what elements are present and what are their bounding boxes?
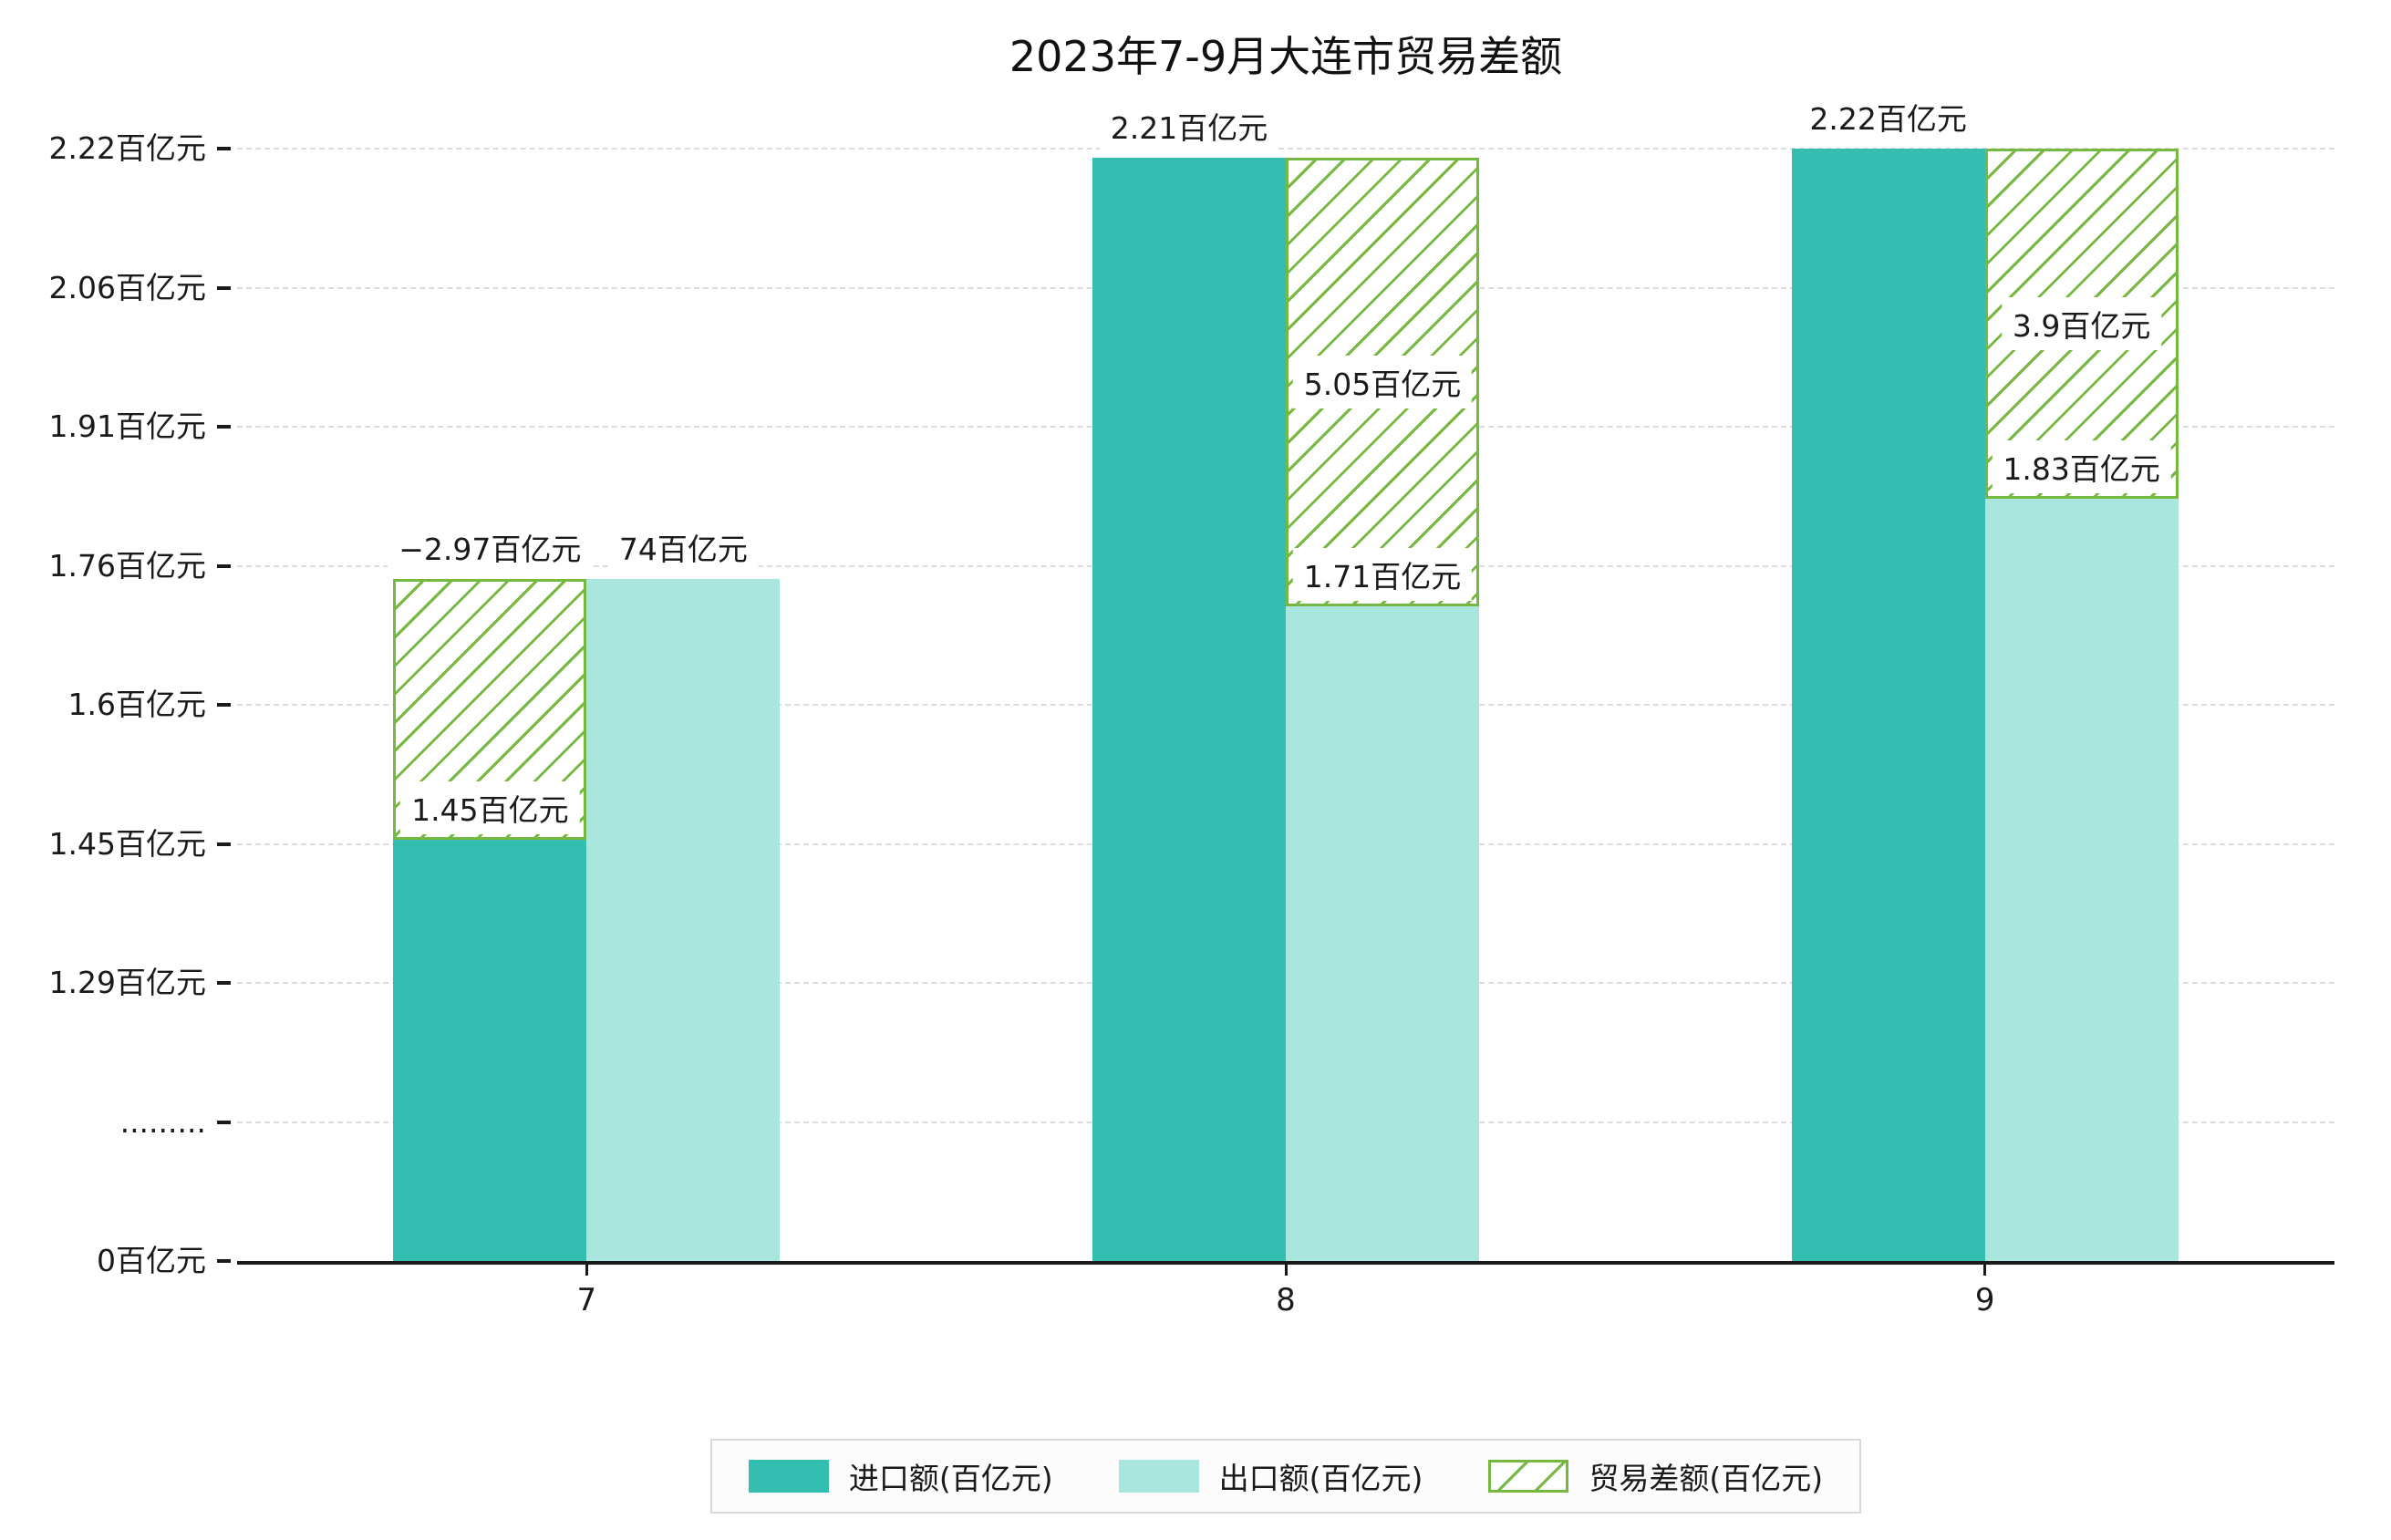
y-tick-mark [217, 981, 231, 985]
legend-item: 进口额(百亿元) [748, 1454, 1053, 1498]
chart-title: 2023年7-9月大连市贸易差额 [1009, 32, 1563, 81]
export-bar [1984, 498, 2179, 1261]
y-tick-label: 1.45百亿元 [48, 825, 206, 862]
export-swatch [1118, 1460, 1199, 1493]
export-value-label: 1.71百亿元 [1292, 547, 1473, 601]
import-swatch [748, 1460, 829, 1493]
gridline [237, 148, 2334, 150]
legend-wrap: 进口额(百亿元) 出口额(百亿元) 贸易差额(百亿元) [237, 1439, 2334, 1514]
import-bar [1092, 157, 1286, 1261]
legend-label: 进口额(百亿元) [848, 1461, 1053, 1496]
y-axis-break-label: ......... [119, 1103, 206, 1140]
legend-label: 贸易差额(百亿元) [1589, 1461, 1824, 1496]
legend-item: 出口额(百亿元) [1118, 1454, 1423, 1498]
y-tick-label: 1.6百亿元 [67, 687, 206, 722]
trade-balance-label: 5.05百亿元 [1292, 355, 1473, 408]
y-tick-label: 1.91百亿元 [48, 408, 206, 444]
import-value-label: 2.21百亿元 [1099, 98, 1279, 152]
x-tick-mark [585, 1265, 588, 1276]
trade-balance-label: 3.9百亿元 [2001, 296, 2162, 350]
y-tick-mark [217, 147, 231, 150]
export-value-label: 74百亿元 [607, 521, 759, 574]
y-tick-mark [217, 285, 231, 290]
y-tick-label: 1.29百亿元 [48, 965, 206, 1000]
x-tick-label: 8 [1276, 1282, 1296, 1318]
trade-balance-label: −2.97百亿元 [388, 521, 593, 574]
import-bar [393, 839, 587, 1261]
y-tick-label: 2.06百亿元 [48, 269, 206, 305]
x-axis-line [237, 1261, 2334, 1265]
y-tick-label: 0百亿元 [97, 1243, 206, 1278]
y-tick-mark [217, 703, 231, 707]
y-tick-mark [217, 1120, 231, 1124]
import-bar [1791, 149, 1985, 1261]
legend: 进口额(百亿元) 出口额(百亿元) 贸易差额(百亿元) [709, 1439, 1862, 1514]
export-value-label: 1.83百亿元 [1992, 439, 2171, 493]
import-value-label: 2.22百亿元 [1798, 90, 1978, 143]
y-tick-label: 1.76百亿元 [48, 547, 206, 584]
import-value-label: 1.45百亿元 [400, 780, 580, 834]
legend-item: 贸易差额(百亿元) [1488, 1454, 1823, 1498]
x-tick-label: 9 [1974, 1282, 1995, 1318]
legend-label: 出口额(百亿元) [1218, 1461, 1423, 1496]
y-tick-mark [217, 1259, 231, 1263]
x-tick-mark [1983, 1265, 1987, 1276]
export-bar [586, 579, 781, 1261]
trade-balance-swatch [1488, 1460, 1569, 1493]
x-tick-label: 7 [576, 1282, 597, 1318]
export-bar [1286, 605, 1479, 1261]
y-tick-mark [217, 563, 231, 568]
x-tick-mark [1284, 1265, 1288, 1276]
y-tick-mark [217, 842, 231, 846]
y-tick-mark [217, 425, 231, 429]
y-tick-label: 2.22百亿元 [48, 130, 206, 166]
